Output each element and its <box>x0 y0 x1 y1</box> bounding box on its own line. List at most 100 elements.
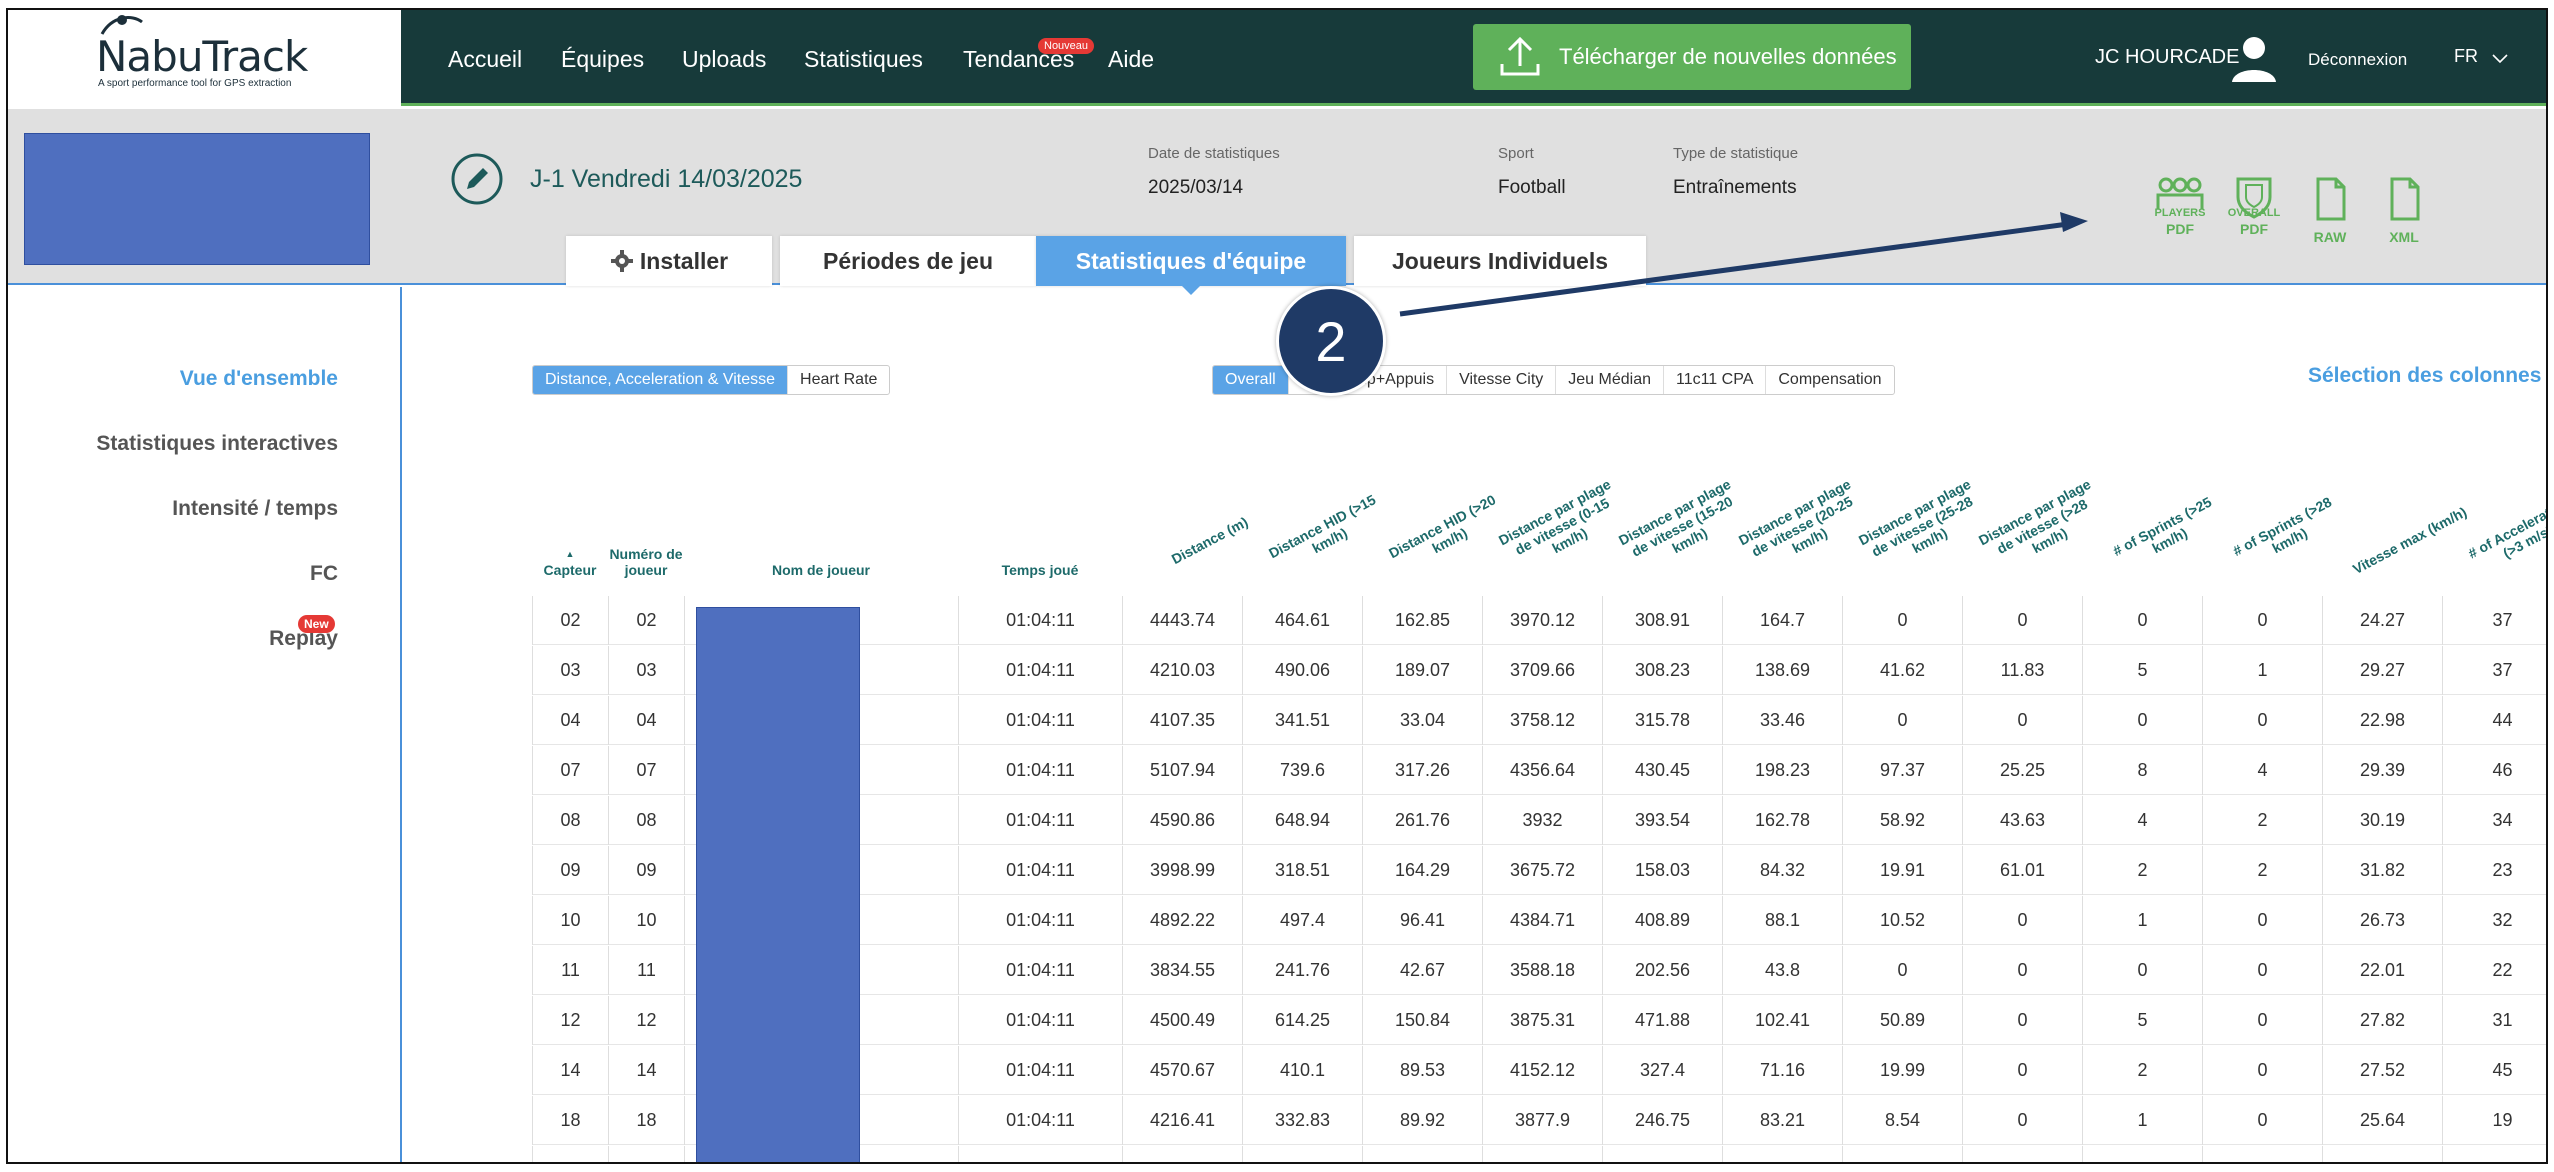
nav-equipes[interactable]: Équipes <box>561 46 645 72</box>
filter-jeu-median[interactable]: Jeu Médian <box>1556 366 1664 394</box>
column-header-label: Nom de joueur <box>771 562 870 578</box>
table-row[interactable]: 03 03 01:04:11 4210.03 490.06 189.07 3709.66 30… <box>532 646 2546 695</box>
table-row[interactable]: 09 09 01:04:11 3998.99 318.51 164.29 3675.72 15… <box>532 846 2546 895</box>
table-cell: 29.39 <box>2322 746 2442 795</box>
filter-distance-acceleration-vitesse[interactable]: Distance, Acceleration & Vitesse <box>533 366 789 394</box>
table-row[interactable]: 04 04 01:04:11 4107.35 341.51 33.04 3758.12 315… <box>532 696 2546 745</box>
export-players-pdf[interactable]: PLAYERS PDF <box>2148 175 2212 237</box>
filter-vitesse-city[interactable]: Vitesse City <box>1447 366 1557 394</box>
player-name-cell <box>684 1096 958 1145</box>
table-cell: 33.46 <box>1722 696 1842 745</box>
column-header[interactable]: Numéro de joueur <box>608 470 684 592</box>
table-cell: 02 <box>608 596 684 645</box>
upload-data-button[interactable]: Télécharger de nouvelles données <box>1473 24 1911 90</box>
column-header[interactable]: # of Sprints (>28 km/h) <box>2202 470 2334 592</box>
column-header[interactable]: Vitesse max (km/h) <box>2322 470 2469 592</box>
column-header[interactable]: Distance par plage de vitesse (25-28 km/… <box>1842 470 1975 592</box>
player-name-cell <box>684 896 958 945</box>
tab-installer[interactable]: Installer <box>566 236 772 286</box>
export-xml[interactable]: XML <box>2372 175 2436 245</box>
table-cell: 162.78 <box>1722 796 1842 845</box>
column-header[interactable]: Distance HID (>20 km/h) <box>1362 470 1498 592</box>
logout-link[interactable]: Déconnexion <box>2308 50 2408 69</box>
sidebar-item-intensite-temps[interactable]: Intensité / temps <box>172 497 338 520</box>
sidebar-item-statistiques-interactives[interactable]: Statistiques interactives <box>96 432 338 455</box>
table-cell: 44.83 <box>1962 1146 2082 1162</box>
column-header[interactable]: Distance HID (>15 km/h) <box>1242 470 1378 592</box>
column-header[interactable]: Distance par plage de vitesse (15-20 km/… <box>1602 470 1735 592</box>
table-cell: 261.76 <box>1362 796 1482 845</box>
column-header[interactable]: ▲ Capteur <box>532 470 608 592</box>
table-row[interactable]: 07 07 01:04:11 5107.94 739.6 317.26 4356.64 430… <box>532 746 2546 795</box>
table-cell: 24.27 <box>2322 596 2442 645</box>
edit-pencil-icon[interactable] <box>450 152 504 206</box>
table-cell: 235.18 <box>1362 1146 1482 1162</box>
nav-accueil[interactable]: Accueil <box>448 46 523 72</box>
table-cell: 83.21 <box>1722 1096 1842 1145</box>
user-name: JC HOURCADE <box>2095 46 2240 68</box>
table-cell: 18 <box>532 1096 608 1145</box>
column-header[interactable]: Distance par plage de vitesse (20-25 km/… <box>1722 470 1855 592</box>
column-header[interactable]: Distance par plage de vitesse (0-15 km/h… <box>1482 470 1613 592</box>
table-cell: 4 <box>2082 796 2202 845</box>
table-cell: 01:04:11 <box>958 1146 1122 1162</box>
filter-compensation[interactable]: Compensation <box>1778 371 1882 388</box>
table-cell: 71.16 <box>1722 1046 1842 1095</box>
table-cell: 430.45 <box>1602 746 1722 795</box>
filter-overall[interactable]: Overall <box>1213 366 1289 394</box>
column-header[interactable]: # of Accelerations (>3 m/s²) <box>2442 470 2546 592</box>
nav-aide[interactable]: Aide <box>1108 46 1155 72</box>
export-overall-pdf[interactable]: OVERALL PDF <box>2222 175 2286 237</box>
brand-logo[interactable]: NabuTrack A sport performance tool for G… <box>8 10 401 106</box>
table-row[interactable]: 02 02 01:04:11 4443.74 464.61 162.85 3970.12 30… <box>532 596 2546 645</box>
table-row[interactable]: 08 08 01:04:11 4590.86 648.94 261.76 3932 393.5… <box>532 796 2546 845</box>
table-cell: 308.91 <box>1602 596 1722 645</box>
column-selection-link[interactable]: Sélection des colonnes <box>2308 364 2542 387</box>
column-header[interactable]: Nom de joueur <box>684 470 958 592</box>
column-header[interactable]: Temps joué <box>958 470 1122 592</box>
tab-periodes-de-jeu[interactable]: Périodes de jeu <box>780 236 1036 286</box>
table-cell: 0 <box>1842 596 1962 645</box>
tab-statistiques-equipe[interactable]: Statistiques d'équipe <box>1036 236 1346 286</box>
table-cell: 07 <box>608 746 684 795</box>
player-name-cell <box>684 796 958 845</box>
column-header[interactable]: # of Sprints (>25 km/h) <box>2082 470 2214 592</box>
sidebar-item-fc[interactable]: FC <box>310 562 338 585</box>
filter-11c11-cpa[interactable]: 11c11 CPA <box>1664 366 1767 394</box>
table-row[interactable]: 11 11 01:04:11 3834.55 241.76 42.67 3588.18 202… <box>532 946 2546 995</box>
table-cell: 03 <box>608 646 684 695</box>
table-cell: 393.54 <box>1602 796 1722 845</box>
table-cell: 19.91 <box>1842 846 1962 895</box>
player-name-cell <box>684 596 958 645</box>
column-header-label: Temps joué <box>1001 562 1079 578</box>
table-row[interactable]: 18 18 01:04:11 4216.41 332.83 89.92 3877.9 246.… <box>532 1096 2546 1145</box>
column-header[interactable]: Distance (m) <box>1122 470 1251 592</box>
language-selector[interactable]: FR <box>2454 46 2478 66</box>
table-cell: 22.98 <box>2322 696 2442 745</box>
table-row[interactable]: 202001:04:114236.44550.93235.183678.6432… <box>532 1146 2546 1162</box>
sidebar-item-vue-ensemble[interactable]: Vue d'ensemble <box>179 367 338 390</box>
user-avatar-icon[interactable] <box>2228 32 2280 84</box>
column-header[interactable]: Distance par plage de vitesse (>28 km/h) <box>1962 470 2093 592</box>
chevron-down-icon[interactable] <box>2492 54 2508 64</box>
table-cell: 09 <box>532 846 608 895</box>
table-cell: 550.93 <box>1242 1146 1362 1162</box>
table-cell: 14 <box>608 1046 684 1095</box>
table-cell: 0 <box>1962 696 2082 745</box>
nav-statistiques[interactable]: Statistiques <box>804 46 923 72</box>
table-cell: 27.52 <box>2322 1046 2442 1095</box>
nav-uploads[interactable]: Uploads <box>682 46 767 72</box>
overall-pdf-icon <box>2236 177 2272 219</box>
table-cell: 1 <box>2082 896 2202 945</box>
players-pdf-icon <box>2156 177 2204 209</box>
table-cell: 07 <box>532 746 608 795</box>
export-raw-label: RAW <box>2313 229 2347 245</box>
table-cell: 43.8 <box>1722 946 1842 995</box>
export-raw[interactable]: RAW <box>2298 175 2362 245</box>
tab-joueurs-individuels[interactable]: Joueurs Individuels <box>1354 236 1646 286</box>
table-row[interactable]: 10 10 01:04:11 4892.22 497.4 96.41 4384.71 408.… <box>532 896 2546 945</box>
table-row[interactable]: 12 12 01:04:11 4500.49 614.25 150.84 3875.31 47… <box>532 996 2546 1045</box>
table-cell: 0 <box>2202 1046 2322 1095</box>
table-row[interactable]: 14 14 01:04:11 4570.67 410.1 89.53 4152.12 327.… <box>532 1046 2546 1095</box>
filter-heart-rate[interactable]: Heart Rate <box>800 371 878 388</box>
